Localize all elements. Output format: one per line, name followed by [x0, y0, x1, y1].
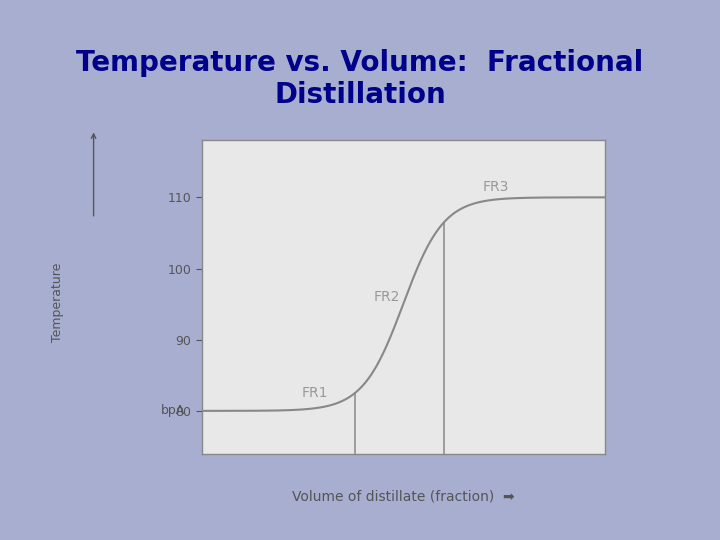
Text: Temperature: Temperature	[51, 263, 64, 342]
Text: Volume of distillate (fraction)  ➡: Volume of distillate (fraction) ➡	[292, 490, 515, 504]
Text: FR1: FR1	[301, 386, 328, 400]
Text: Temperature vs. Volume:  Fractional
Distillation: Temperature vs. Volume: Fractional Disti…	[76, 49, 644, 109]
Text: bpA: bpA	[161, 404, 186, 417]
Text: FR2: FR2	[374, 290, 400, 304]
Text: FR3: FR3	[482, 180, 509, 194]
